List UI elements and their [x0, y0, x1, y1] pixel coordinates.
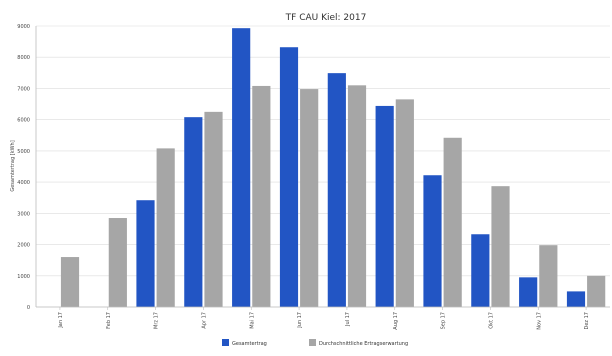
bar-ertragserwartung [204, 111, 223, 307]
x-tick-label: Jun 17 [297, 312, 303, 329]
x-tick-label: Jan 17 [58, 312, 64, 329]
bar-gesamtertrag [136, 200, 155, 307]
x-tick-label: Jul 17 [345, 312, 351, 327]
bar-ertragserwartung [156, 148, 175, 307]
y-tick-label: 5000 [17, 149, 30, 155]
x-tick-label: Mai 17 [249, 312, 255, 329]
bar-gesamtertrag [327, 73, 346, 307]
y-tick-label: 4000 [17, 180, 30, 186]
legend-swatch-gesamtertrag [222, 339, 229, 346]
bar-gesamtertrag [375, 105, 394, 307]
bar-ertragserwartung [300, 89, 319, 308]
y-tick-label: 9000 [17, 24, 30, 30]
y-tick-label: 2000 [17, 243, 30, 249]
bar-ertragserwartung [587, 275, 606, 307]
y-tick-label: 7000 [17, 86, 30, 92]
x-tick-label: Mrz 17 [154, 312, 160, 329]
bar-gesamtertrag [279, 47, 299, 307]
bar-gesamtertrag [566, 291, 586, 307]
bar-ertragserwartung [443, 137, 462, 307]
bar-ertragserwartung [60, 257, 80, 307]
y-tick-label: 1000 [17, 274, 30, 280]
legend-label-ertragserwartung: Durchschnittliche Ertragserwartung [319, 341, 408, 347]
bar-ertragserwartung [539, 245, 558, 307]
x-tick-label: Nov 17 [536, 312, 542, 330]
y-tick-label: 6000 [17, 118, 30, 124]
bar-ertragserwartung [252, 85, 271, 308]
chart-title: TF CAU Kiel: 2017 [285, 13, 367, 23]
bar-gesamtertrag [423, 175, 442, 307]
grid-layer [36, 25, 610, 308]
bar-ertragserwartung [108, 218, 127, 307]
bar-ertragserwartung [491, 186, 510, 307]
bar-gesamtertrag [471, 234, 490, 307]
bar-gesamtertrag [519, 277, 538, 307]
bar-ertragserwartung [395, 99, 414, 307]
bar-gesamtertrag [232, 28, 251, 308]
y-tick-label: 0 [27, 305, 30, 311]
legend-label-gesamtertrag: Gesamtertrag [232, 341, 267, 347]
axis-layer: 0 1000 2000 3000 4000 5000 6000 7000 8000 9000 Jan… [17, 24, 610, 330]
x-tick-label: Apr 17 [201, 312, 207, 329]
bars-layer [60, 28, 606, 308]
x-tick-label: Aug 17 [393, 312, 399, 330]
y-axis-label: Gesamtertrag [kWh] [10, 140, 16, 191]
bar-ertragserwartung [347, 85, 367, 307]
x-tick-label: Okt 17 [488, 312, 494, 329]
legend: Gesamtertrag Durchschnittliche Ertragserw… [222, 339, 408, 347]
x-tick-label: Feb 17 [106, 312, 112, 329]
y-tick-label: 8000 [17, 55, 30, 61]
bar-gesamtertrag [184, 117, 203, 308]
legend-swatch-ertragserwartung [309, 339, 316, 346]
x-tick-label: Sep 17 [441, 312, 447, 329]
y-tick-label: 3000 [17, 211, 30, 217]
x-tick-label: Dez 17 [584, 312, 590, 330]
